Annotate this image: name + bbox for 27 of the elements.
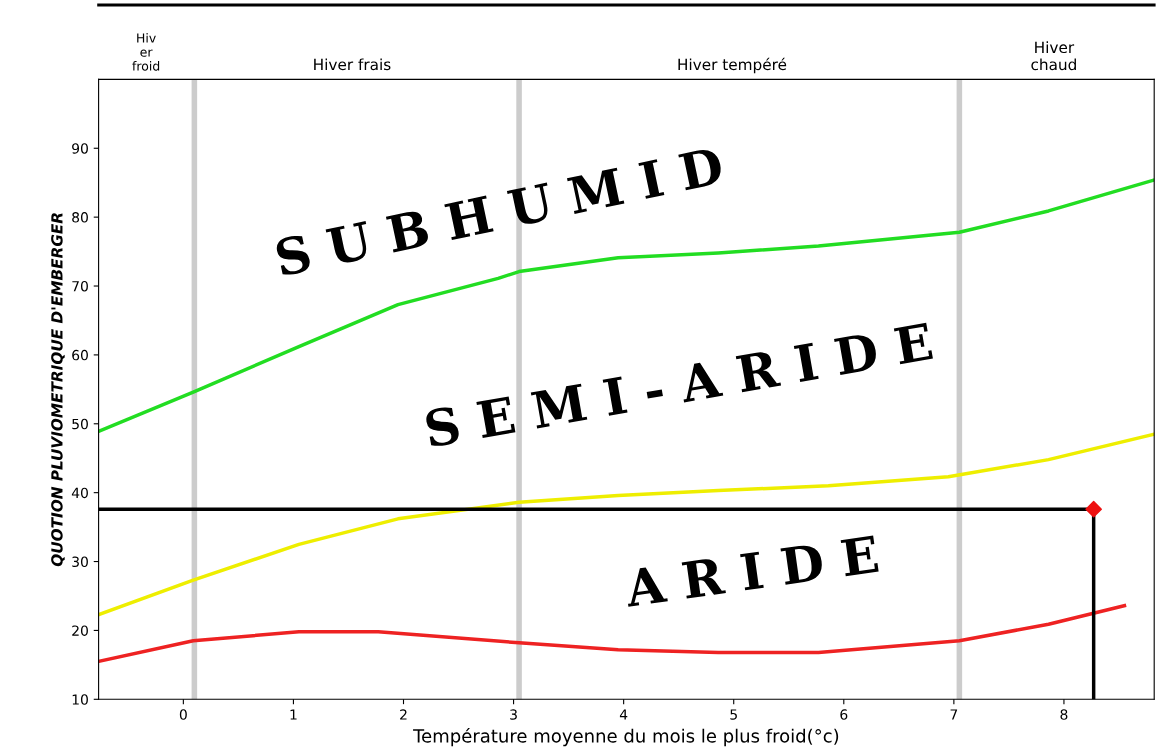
text: Hiv er froid bbox=[132, 33, 160, 71]
x-tick-label: 6 bbox=[840, 709, 848, 720]
x-tick-label: 4 bbox=[619, 709, 628, 720]
annotation: S E M I - A R I D E bbox=[424, 322, 934, 448]
x-tick-label: 1 bbox=[290, 709, 297, 720]
y-axis-title: QUOTION PLUVIOMETRIQUE D'EMBERGER bbox=[51, 213, 65, 567]
y-tick-label: 80 bbox=[72, 212, 88, 223]
text: Hiver chaud bbox=[1031, 41, 1076, 71]
y-tick-label: 40 bbox=[71, 487, 88, 499]
x-tick-label: 7 bbox=[950, 709, 958, 720]
x-tick-label: 2 bbox=[400, 709, 407, 720]
x-tick-label: 8 bbox=[1060, 709, 1068, 720]
annotation: S U B H U M I D bbox=[274, 145, 725, 277]
x-tick-label: 3 bbox=[510, 709, 517, 720]
annotation: A R I D E bbox=[623, 535, 879, 607]
y-tick-label: 20 bbox=[72, 625, 88, 636]
y-tick-label: 50 bbox=[72, 418, 88, 430]
x-tick-label: 0 bbox=[179, 709, 187, 720]
y-tick-label: 30 bbox=[72, 556, 88, 568]
text: Hiver tempéré bbox=[678, 57, 787, 74]
y-tick-label: 90 bbox=[72, 143, 88, 154]
y-tick-label: 60 bbox=[72, 349, 88, 361]
x-tick-label: 5 bbox=[730, 709, 737, 720]
y-tick-label: 10 bbox=[72, 694, 88, 705]
x-axis-title: Température moyenne du mois le plus froid(°c) bbox=[413, 728, 839, 747]
y-tick-label: 70 bbox=[72, 280, 88, 292]
text: Hiver frais bbox=[314, 58, 391, 71]
